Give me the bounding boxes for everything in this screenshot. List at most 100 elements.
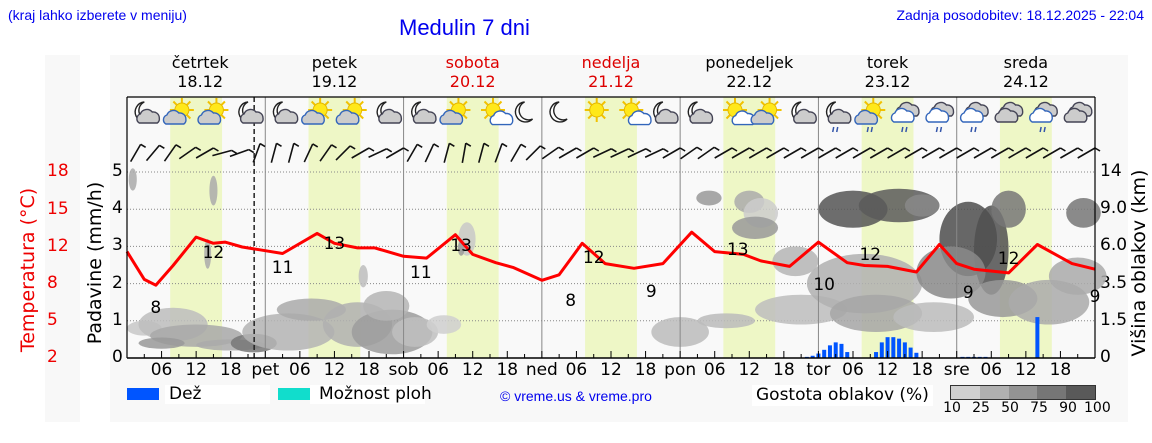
cloud-density-scale-label: 75 bbox=[1030, 400, 1048, 416]
precipitation-tick: 5 bbox=[112, 161, 123, 181]
wind-barb-icon bbox=[904, 147, 928, 159]
wind-barb-icon bbox=[835, 147, 859, 159]
hour-label: 18 bbox=[1049, 360, 1072, 380]
wind-barb-icon bbox=[525, 145, 546, 161]
day-date: 23.12 bbox=[864, 72, 911, 91]
temperature-axis-panel bbox=[45, 55, 80, 422]
hour-label: 06 bbox=[427, 360, 449, 380]
hour-label: 12 bbox=[185, 360, 207, 380]
day-header: nedelja 21.12 bbox=[542, 53, 680, 91]
day-name: četrtek bbox=[171, 53, 229, 72]
moon-icon bbox=[549, 101, 568, 123]
cloud-icon bbox=[378, 108, 403, 124]
wind-barb-icon bbox=[869, 147, 894, 159]
cloud-density-scale-label: 10 bbox=[943, 400, 961, 416]
svg-text:11: 11 bbox=[272, 258, 294, 278]
cloud-icon bbox=[239, 108, 264, 124]
cloud-height-tick: 14 bbox=[1100, 161, 1122, 181]
day-date: 18.12 bbox=[177, 72, 224, 91]
legend-rain-swatch bbox=[127, 388, 159, 400]
wind-barb-icon bbox=[287, 142, 300, 163]
hour-label: 18 bbox=[773, 360, 795, 380]
day-short-label: tor bbox=[806, 360, 831, 380]
day-name: nedelja bbox=[581, 53, 641, 72]
day-name: petek bbox=[311, 53, 358, 72]
temperature-tick: 12 bbox=[47, 236, 69, 256]
wind-barb-icon bbox=[939, 147, 963, 159]
wind-barb-icon bbox=[644, 148, 669, 158]
day-name: torek bbox=[866, 53, 909, 72]
wind-barb-icon bbox=[748, 147, 773, 159]
legend-showers-label: Možnost ploh bbox=[310, 384, 432, 404]
cloud-density-scale bbox=[950, 385, 1096, 400]
precipitation-tick: 1 bbox=[112, 309, 123, 330]
hour-label: 06 bbox=[980, 360, 1003, 380]
legend-rain-label: Dež bbox=[165, 384, 270, 404]
wind-barb-icon bbox=[195, 147, 219, 159]
location-hint: (kraj lahko izberete v meniju) bbox=[8, 7, 187, 23]
cloud-icon bbox=[959, 107, 984, 123]
wind-barb-icon bbox=[576, 147, 600, 159]
cloud-icon bbox=[489, 110, 514, 126]
cloud-icon bbox=[750, 109, 775, 125]
hour-label: 12 bbox=[600, 360, 622, 380]
cloud-icon bbox=[654, 108, 679, 124]
wind-barb-icon bbox=[145, 144, 165, 162]
day-header: torek 23.12 bbox=[819, 53, 957, 91]
wind-barb-icon bbox=[303, 143, 319, 163]
day-date: 19.12 bbox=[311, 72, 358, 91]
svg-text:12: 12 bbox=[583, 248, 605, 268]
cloud-icon bbox=[627, 110, 652, 126]
precipitation-tick: 4 bbox=[112, 198, 123, 219]
wind-barb-icon bbox=[351, 147, 375, 159]
wind-barb-icon bbox=[270, 142, 282, 163]
cloud-icon bbox=[162, 109, 187, 125]
copyright-link[interactable]: © vreme.us & vreme.pro bbox=[500, 388, 652, 404]
wind-barb-icon bbox=[783, 147, 807, 159]
day-header: sreda 24.12 bbox=[957, 53, 1095, 91]
hour-label: 12 bbox=[738, 360, 761, 380]
wind-barb-icon bbox=[461, 142, 472, 163]
cloud-height-tick: 1.5 bbox=[1100, 309, 1128, 330]
wind-barb-icon bbox=[510, 143, 527, 163]
day-date: 22.12 bbox=[726, 72, 773, 91]
cloud-icon bbox=[301, 109, 325, 125]
sun-icon bbox=[584, 98, 609, 122]
svg-text:12: 12 bbox=[998, 249, 1020, 269]
day-date: 20.12 bbox=[449, 72, 496, 91]
hour-label: 12 bbox=[1015, 360, 1037, 380]
cloud-density-scale-label: 90 bbox=[1059, 400, 1077, 416]
wind-barb-icon bbox=[852, 147, 876, 159]
hour-label: 12 bbox=[461, 360, 484, 380]
day-date: 24.12 bbox=[1002, 72, 1049, 91]
precipitation-tick: 3 bbox=[112, 235, 123, 256]
hour-label: 12 bbox=[876, 360, 899, 380]
cloud-icon bbox=[793, 108, 817, 124]
wind-barb-icon bbox=[956, 147, 980, 159]
moon-icon bbox=[514, 101, 534, 123]
wind-barb-icon bbox=[731, 147, 755, 159]
legend-showers-swatch bbox=[278, 388, 310, 400]
legend-rain-text: Dež bbox=[169, 384, 202, 404]
svg-text:12: 12 bbox=[859, 245, 881, 265]
wind-barb-icon bbox=[921, 147, 945, 159]
day-short-label: sre bbox=[943, 360, 970, 380]
hour-label: 18 bbox=[496, 360, 519, 380]
wind-barb-icon bbox=[990, 147, 1015, 159]
wind-barb-icon bbox=[680, 146, 703, 160]
day-short-label: sob bbox=[388, 360, 419, 380]
wind-barb-icon bbox=[1060, 147, 1084, 159]
cloud-icon bbox=[1029, 107, 1053, 123]
cloud-icon bbox=[827, 108, 852, 124]
wind-barb-icon bbox=[662, 147, 686, 159]
hour-label: 12 bbox=[323, 360, 346, 380]
cloud-icon bbox=[197, 109, 222, 125]
wind-barb-icon bbox=[766, 147, 790, 159]
cloud-height-tick: 0 bbox=[1100, 347, 1111, 367]
svg-text:10: 10 bbox=[813, 275, 835, 295]
wind-barb-icon bbox=[443, 142, 455, 163]
wind-barb-icon bbox=[385, 147, 410, 159]
wind-barb-icon bbox=[252, 142, 266, 163]
svg-text:9: 9 bbox=[646, 282, 657, 302]
wind-barb-icon bbox=[558, 147, 582, 159]
